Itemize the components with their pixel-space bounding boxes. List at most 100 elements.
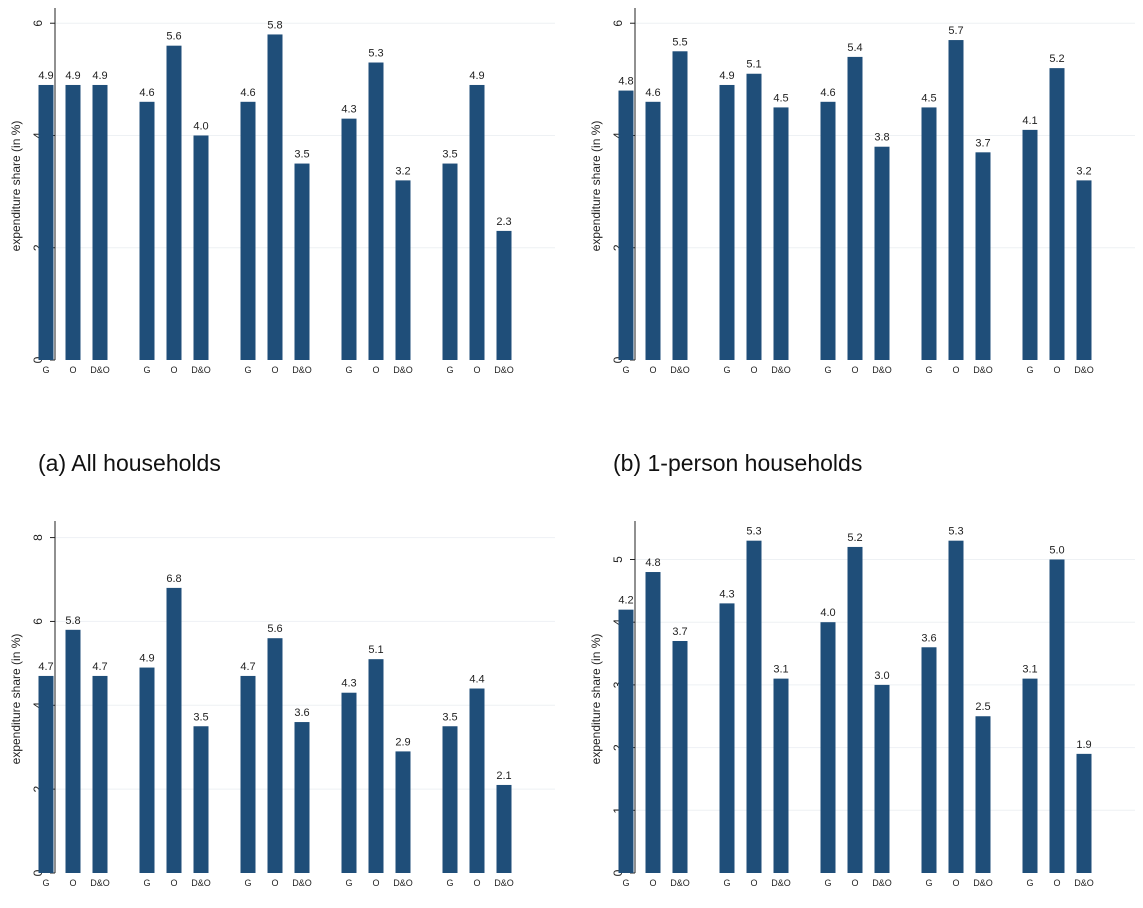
bar-category-label: G xyxy=(42,365,49,375)
bar-value-label: 4.0 xyxy=(820,607,835,619)
bar-value-label: 3.5 xyxy=(442,149,457,161)
bar-category-label: O xyxy=(271,365,278,375)
bar-category-label: D&O xyxy=(872,878,892,888)
bar xyxy=(1076,180,1092,360)
bar xyxy=(267,638,283,873)
bar xyxy=(368,659,384,873)
bar xyxy=(469,688,485,873)
bar-value-label: 4.9 xyxy=(92,70,107,82)
y-axis-title: expenditure share (in %) xyxy=(589,121,603,252)
bar-value-label: 3.1 xyxy=(773,664,788,676)
bar-category-label: G xyxy=(42,878,49,888)
bar-category-label: O xyxy=(170,878,177,888)
bar-category-label: D&O xyxy=(494,365,514,375)
bar-category-label: G xyxy=(143,878,150,888)
bar-value-label: 2.3 xyxy=(496,216,511,228)
caption-panel-a: (a) All households xyxy=(38,450,221,476)
bar-value-label: 2.5 xyxy=(975,701,990,713)
bar xyxy=(773,107,789,360)
bar-value-label: 2.1 xyxy=(496,770,511,782)
bar xyxy=(139,101,155,360)
bar-value-label: 5.4 xyxy=(847,42,862,54)
bar xyxy=(469,84,485,360)
y-tick-label: 0 xyxy=(611,869,625,876)
bar xyxy=(1049,559,1065,873)
bar-category-label: G xyxy=(1026,365,1033,375)
bar-category-label: O xyxy=(271,878,278,888)
bar xyxy=(746,540,762,873)
caption-panel-b: (b) 1-person households xyxy=(613,450,863,476)
bar-category-label: D&O xyxy=(494,878,514,888)
bar xyxy=(65,629,81,873)
y-tick-label: 4 xyxy=(31,702,45,709)
bar-value-label: 4.9 xyxy=(719,70,734,82)
bar-value-label: 3.5 xyxy=(294,149,309,161)
y-tick-label: 6 xyxy=(31,618,45,625)
bar xyxy=(672,51,688,361)
bar xyxy=(975,152,991,360)
bar-category-label: D&O xyxy=(1074,878,1094,888)
bar-value-label: 4.7 xyxy=(92,661,107,673)
y-tick-label: 5 xyxy=(611,556,625,563)
bar-value-label: 4.4 xyxy=(469,674,484,686)
bar xyxy=(1049,68,1065,361)
chart-panel-c: 0 2 4 6 8 expenditure share (in %) 4.7 G 5.8 O 4.7… xyxy=(9,521,555,888)
y-tick-label: 4 xyxy=(31,132,45,139)
chart-all-households: 0 2 4 6 expenditure share (in %) 4.9 G 4.9 O 4.9 D… xyxy=(9,8,555,375)
bar-value-label: 3.5 xyxy=(442,711,457,723)
bar-value-label: 1.9 xyxy=(1076,739,1091,751)
bar-value-label: 4.8 xyxy=(618,76,633,88)
bar-category-label: D&O xyxy=(973,365,993,375)
bar xyxy=(341,692,357,873)
bar xyxy=(92,675,108,873)
bar xyxy=(294,163,310,360)
y-tick-label: 2 xyxy=(611,244,625,251)
bar-category-label: D&O xyxy=(771,878,791,888)
bar xyxy=(166,45,182,360)
bar xyxy=(874,684,890,873)
y-tick-label: 4 xyxy=(611,619,625,626)
bar-value-label: 5.6 xyxy=(166,31,181,43)
y-tick-label: 6 xyxy=(31,20,45,27)
bar-value-label: 2.9 xyxy=(395,736,410,748)
bar xyxy=(820,622,836,873)
bar xyxy=(948,40,964,361)
bar-category-label: G xyxy=(446,878,453,888)
bar-category-label: D&O xyxy=(393,365,413,375)
bar xyxy=(975,716,991,873)
bar-value-label: 4.8 xyxy=(645,557,660,569)
bar xyxy=(442,163,458,360)
bar-value-label: 5.2 xyxy=(847,532,862,544)
bar-value-label: 3.2 xyxy=(395,165,410,177)
bar-value-label: 5.1 xyxy=(746,59,761,71)
bar xyxy=(948,540,964,873)
chart-1-person-households: 0 2 4 6 expenditure share (in %) 4.8 G 4.6 O 5.5 D… xyxy=(589,8,1135,375)
y-tick-label: 0 xyxy=(31,869,45,876)
bar-value-label: 3.6 xyxy=(294,707,309,719)
bar-category-label: G xyxy=(345,365,352,375)
bar xyxy=(1022,678,1038,873)
bar xyxy=(618,90,634,361)
bar-value-label: 3.7 xyxy=(975,137,990,149)
bar-category-label: G xyxy=(723,878,730,888)
bar-category-label: O xyxy=(372,878,379,888)
bar xyxy=(645,101,661,360)
bar-category-label: O xyxy=(372,365,379,375)
bar-category-label: D&O xyxy=(191,878,211,888)
bar xyxy=(65,84,81,360)
bar xyxy=(921,107,937,360)
bar-value-label: 4.6 xyxy=(139,87,154,99)
y-tick-label: 2 xyxy=(31,785,45,792)
bar-value-label: 4.2 xyxy=(618,595,633,607)
bar-value-label: 4.3 xyxy=(719,588,734,600)
bar xyxy=(38,84,54,360)
bar-value-label: 4.6 xyxy=(240,87,255,99)
bar-value-label: 3.0 xyxy=(874,670,889,682)
bar-category-label: O xyxy=(750,878,757,888)
bar-category-label: D&O xyxy=(771,365,791,375)
bar-value-label: 4.9 xyxy=(139,653,154,665)
bar xyxy=(746,73,762,360)
bar-value-label: 4.7 xyxy=(240,661,255,673)
bar xyxy=(92,84,108,360)
bar xyxy=(395,180,411,360)
